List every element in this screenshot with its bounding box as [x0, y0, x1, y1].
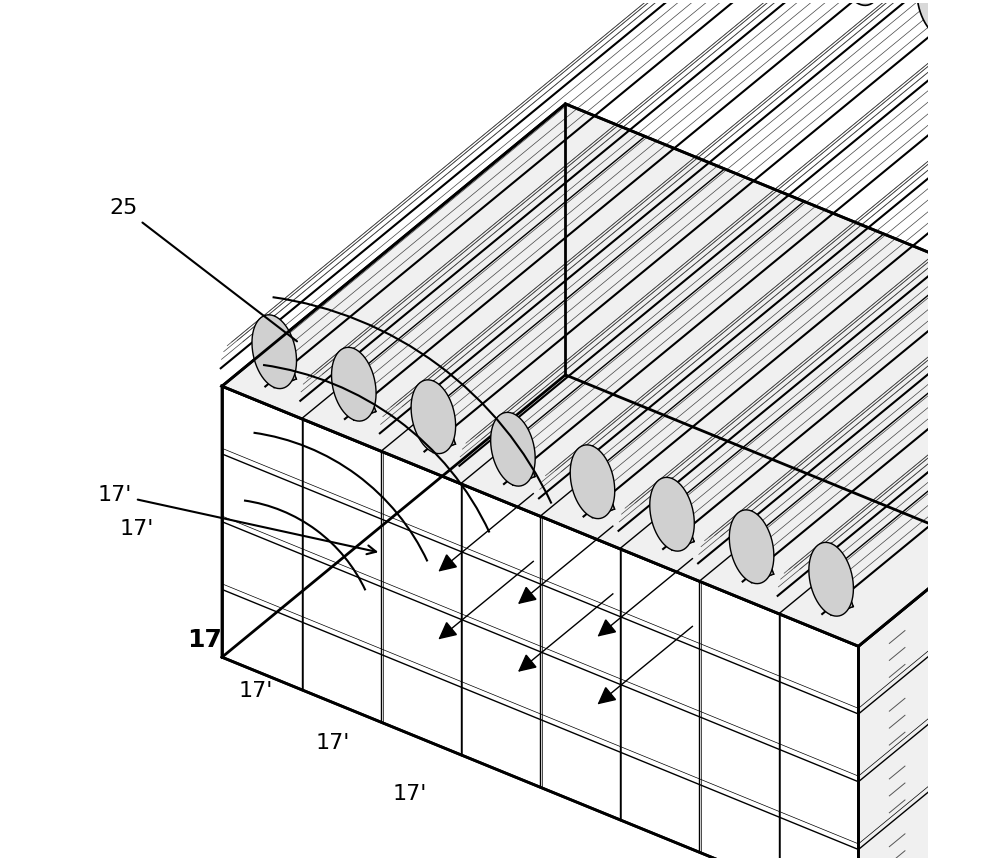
Polygon shape	[513, 413, 535, 485]
Polygon shape	[599, 620, 616, 635]
Text: 17: 17	[187, 628, 222, 652]
Polygon shape	[650, 477, 694, 551]
Polygon shape	[519, 587, 536, 603]
Polygon shape	[599, 688, 616, 703]
Polygon shape	[491, 412, 535, 486]
Polygon shape	[519, 655, 536, 671]
Text: 17': 17'	[119, 519, 154, 539]
Text: 17': 17'	[98, 485, 376, 554]
Text: 24: 24	[0, 860, 1, 861]
Polygon shape	[222, 104, 1000, 647]
Polygon shape	[729, 510, 774, 584]
Polygon shape	[332, 347, 376, 421]
Text: 17': 17'	[0, 860, 1, 861]
Polygon shape	[858, 364, 1000, 861]
Polygon shape	[809, 542, 853, 616]
Text: 17': 17'	[316, 733, 350, 753]
Polygon shape	[592, 446, 614, 517]
Polygon shape	[222, 387, 858, 861]
Polygon shape	[837, 0, 882, 5]
Polygon shape	[440, 623, 456, 638]
Polygon shape	[831, 543, 853, 615]
Polygon shape	[274, 316, 296, 387]
Polygon shape	[433, 381, 455, 453]
Polygon shape	[917, 0, 961, 38]
Polygon shape	[440, 554, 456, 571]
Polygon shape	[411, 380, 456, 454]
Polygon shape	[752, 511, 773, 583]
Polygon shape	[672, 479, 694, 550]
Polygon shape	[996, 0, 1000, 71]
Text: 25: 25	[109, 198, 297, 341]
Polygon shape	[570, 445, 615, 518]
Polygon shape	[252, 315, 297, 388]
Polygon shape	[354, 349, 376, 420]
Text: 17': 17'	[393, 784, 427, 804]
Text: 17': 17'	[239, 681, 273, 702]
